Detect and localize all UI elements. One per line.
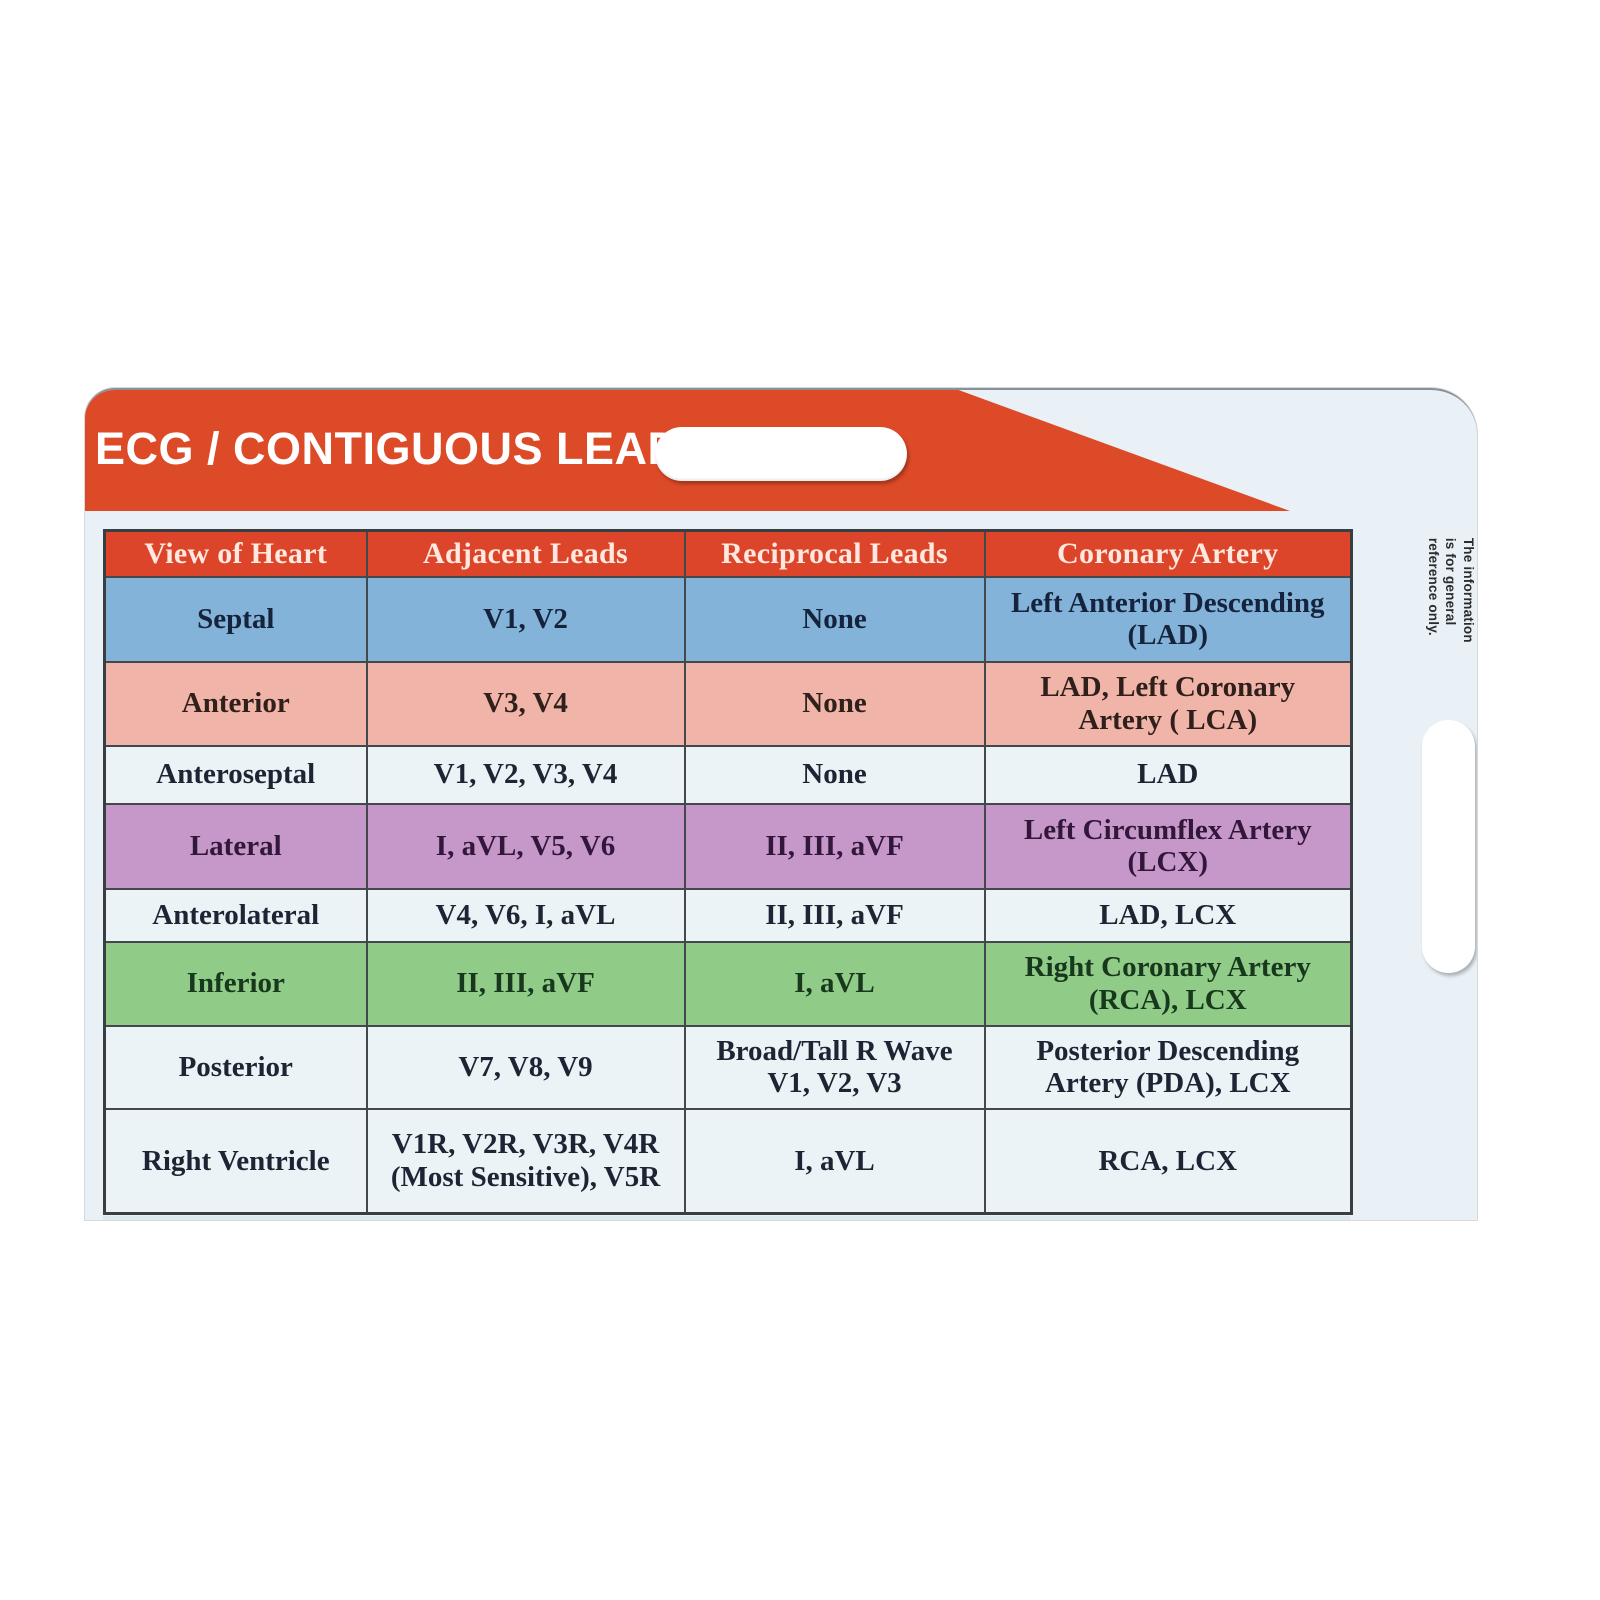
cell-view: Anterior [103,660,368,747]
cell-adjacent: V1R, V2R, V3R, V4R (Most Sensitive), V5R [365,1107,686,1215]
col-header-view-of-heart: View of Heart [103,529,368,578]
cell-view: Anterolateral [103,887,368,943]
cell-reciprocal: I, aVL [683,940,986,1027]
cell-reciprocal: None [683,575,986,663]
cell-adjacent: I, aVL, V5, V6 [365,802,686,890]
reference-card: ECG / CONTIGUOUS LEADS View of Heart Adj… [85,388,1477,1220]
table-row-right-ventricle: Right Ventricle V1R, V2R, V3R, V4R (Most… [103,1107,1353,1215]
cell-adjacent: II, III, aVF [365,940,686,1027]
cell-view: Posterior [103,1024,368,1110]
cell-artery: Left Circumflex Artery (LCX) [983,802,1353,890]
cell-artery: Right Coronary Artery (RCA), LCX [983,940,1353,1027]
cell-artery: LAD, Left Coronary Artery ( LCA) [983,660,1353,747]
table-row-septal: Septal V1, V2 None Left Anterior Descend… [103,575,1353,663]
cell-adjacent: V1, V2, V3, V4 [365,744,686,805]
col-header-reciprocal-leads: Reciprocal Leads [683,529,986,578]
cell-adjacent: V1, V2 [365,575,686,663]
table-row-anterolateral: Anterolateral V4, V6, I, aVL II, III, aV… [103,887,1353,943]
cell-artery: LAD, LCX [983,887,1353,943]
cell-artery: RCA, LCX [983,1107,1353,1215]
cell-view: Lateral [103,802,368,890]
cell-reciprocal: I, aVL [683,1107,986,1215]
disclaimer-text: The information is for general reference… [1425,537,1476,643]
table-row-lateral: Lateral I, aVL, V5, V6 II, III, aVF Left… [103,802,1353,890]
table-row-posterior: Posterior V7, V8, V9 Broad/Tall R Wave V… [103,1024,1353,1110]
table-header-row: View of Heart Adjacent Leads Reciprocal … [103,529,1353,578]
cell-view: Septal [103,575,368,663]
cell-artery: LAD [983,744,1353,805]
vertical-slot-hole [1422,720,1475,973]
col-header-coronary-artery: Coronary Artery [983,529,1353,578]
cell-reciprocal: II, III, aVF [683,802,986,890]
card-title: ECG / CONTIGUOUS LEADS [95,423,712,474]
cell-view: Right Ventricle [103,1107,368,1215]
disclaimer: The information is for general reference… [1385,530,1477,650]
cropped-partial-row [103,1216,1350,1220]
cell-reciprocal: II, III, aVF [683,887,986,943]
col-header-adjacent-leads: Adjacent Leads [365,529,686,578]
header-banner: ECG / CONTIGUOUS LEADS [85,390,1290,511]
cell-reciprocal: None [683,660,986,747]
table-row-anterior: Anterior V3, V4 None LAD, Left Coronary … [103,660,1353,747]
cell-reciprocal: Broad/Tall R Wave V1, V2, V3 [683,1024,986,1110]
cell-view: Anteroseptal [103,744,368,805]
cell-artery: Posterior Descending Artery (PDA), LCX [983,1024,1353,1110]
cell-adjacent: V4, V6, I, aVL [365,887,686,943]
cell-adjacent: V7, V8, V9 [365,1024,686,1110]
table-row-inferior: Inferior II, III, aVF I, aVL Right Coron… [103,940,1353,1027]
cell-reciprocal: None [683,744,986,805]
cell-artery: Left Anterior Descending (LAD) [983,575,1353,663]
badge-slot-hole [655,427,907,481]
cell-view: Inferior [103,940,368,1027]
cell-adjacent: V3, V4 [365,660,686,747]
table-row-anteroseptal: Anteroseptal V1, V2, V3, V4 None LAD [103,744,1353,805]
contiguous-leads-table: View of Heart Adjacent Leads Reciprocal … [103,529,1353,1215]
